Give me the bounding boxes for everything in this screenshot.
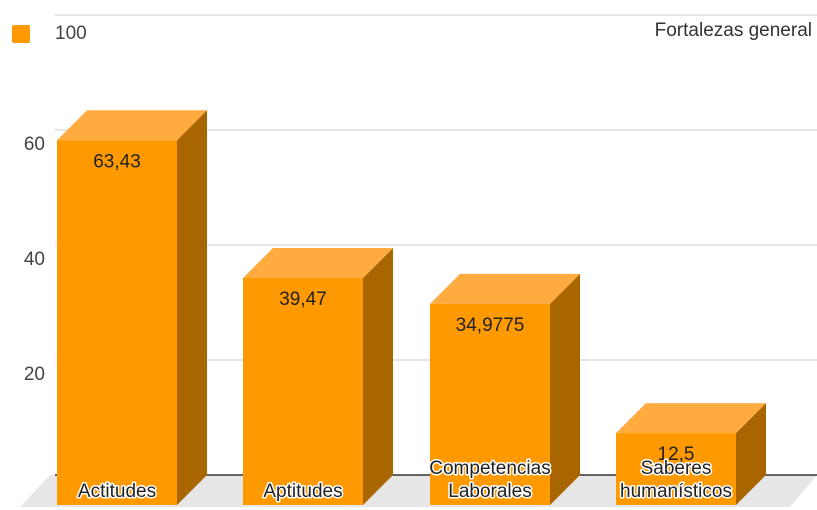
bar [57,140,177,505]
value-label: 63,43 [93,151,141,172]
bar-top [243,248,393,279]
bar-side [363,248,393,506]
y-tick-label: 20 [24,364,45,385]
x-tick-label: Competencias Laborales [429,458,550,502]
y-tick-label: 40 [24,249,45,270]
legend-label: 100 [55,23,87,44]
bar-side [177,110,207,505]
value-label: 39,47 [279,289,327,310]
bar-top [57,110,207,141]
bar [616,433,736,505]
x-tick-label: Saberes humanísticos [620,458,732,502]
chart-title: Fortalezas general [655,20,812,41]
x-tick-label: Actitudes [78,481,156,502]
legend-swatch [12,25,30,43]
value-label: 34,9775 [456,315,525,336]
bar-side [736,403,766,505]
bar [430,303,550,505]
y-tick-label: 60 [24,134,45,155]
x-tick-label: Aptitudes [263,481,342,502]
bar-top [616,403,766,434]
bar-top [430,273,580,304]
value-label: 12,5 [658,444,695,465]
bar [243,278,363,505]
bar-side [550,273,580,505]
